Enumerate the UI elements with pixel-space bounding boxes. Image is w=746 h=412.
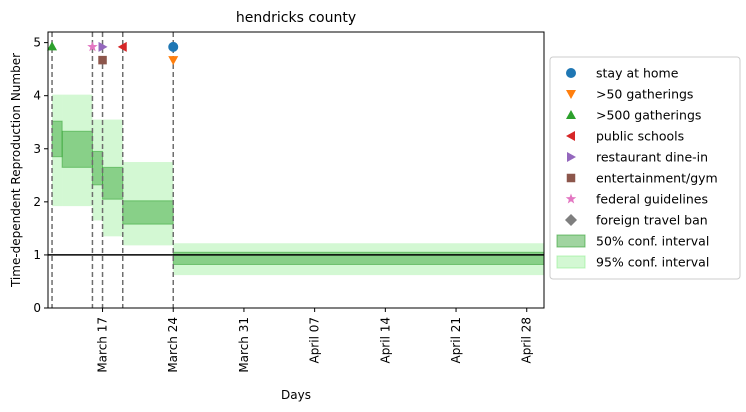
- legend-swatch-ci0: [556, 234, 586, 248]
- legend-label: stay at home: [596, 66, 679, 81]
- x-tick-label: April 07: [308, 317, 322, 364]
- event-marker-square: [98, 55, 107, 65]
- legend-star-icon: [565, 193, 577, 204]
- event-marker-circle: [168, 41, 179, 52]
- legend-triangle-left-icon: [566, 131, 575, 141]
- legend-square-icon: [566, 173, 576, 183]
- ci50-band-0: [51, 120, 63, 158]
- ci50-band-1: [61, 130, 93, 168]
- legend-label: >50 gatherings: [596, 87, 693, 102]
- legend: stay at home >50 gatherings >500 gathering…: [549, 56, 741, 280]
- x-tick-label: March 17: [96, 317, 110, 373]
- legend-label: >500 gatherings: [596, 108, 701, 123]
- ci95-band-2: [92, 119, 103, 221]
- legend-label: 95% conf. interval: [596, 255, 709, 270]
- legend-label: public schools: [596, 129, 684, 144]
- legend-label: 50% conf. interval: [596, 234, 709, 249]
- ci50-band-5: [172, 251, 544, 265]
- y-tick-label: 3: [33, 142, 41, 156]
- ci95-band-4: [122, 162, 174, 246]
- x-axis-label: Days: [281, 388, 311, 402]
- x-tick-label: April 28: [520, 317, 534, 364]
- y-tick-label: 1: [33, 248, 41, 262]
- x-tick-label: April 14: [378, 317, 392, 364]
- event-marker-triangle-up: [47, 41, 58, 51]
- legend-triangle-right-icon: [567, 152, 576, 162]
- legend-label: foreign travel ban: [596, 213, 708, 228]
- legend-triangle-up-icon: [566, 110, 576, 119]
- x-tick-label: March 24: [166, 317, 180, 373]
- ci50-band-2: [91, 150, 104, 186]
- chart-title: hendricks county: [236, 10, 356, 26]
- legend-label: federal guidelines: [596, 192, 708, 207]
- ci95-band-3: [102, 119, 123, 237]
- x-tick-label: March 31: [237, 317, 251, 373]
- y-tick-label: 5: [33, 36, 41, 50]
- legend-label: restaurant dine-in: [596, 150, 708, 165]
- y-tick-label: 2: [33, 195, 41, 209]
- legend-triangle-down-icon: [566, 90, 576, 99]
- event-marker-star: [87, 41, 98, 52]
- ci95-band-5: [173, 243, 544, 276]
- legend-diamond-icon: [565, 214, 577, 226]
- ci95-band-0: [52, 94, 63, 207]
- y-tick-label: 4: [33, 89, 41, 103]
- event-marker-triangle-right: [98, 41, 108, 52]
- plot-frame: [47, 31, 545, 309]
- event-marker-triangle-left: [117, 41, 127, 52]
- event-marker-triangle-down: [168, 56, 179, 66]
- y-axis-label: Time-dependent Reproduction Number: [9, 53, 23, 288]
- plot-area: [48, 32, 544, 308]
- ci95-band-1: [62, 94, 93, 207]
- y-tick-label: 0: [33, 301, 41, 315]
- legend-box: [549, 56, 741, 280]
- x-tick-label: April 21: [449, 317, 463, 364]
- ci50-band-3: [102, 166, 124, 200]
- ci50-band-4: [122, 200, 174, 225]
- legend-label: entertainment/gym: [596, 171, 718, 186]
- legend-swatch-ci1: [556, 255, 586, 269]
- legend-circle-icon: [566, 68, 576, 78]
